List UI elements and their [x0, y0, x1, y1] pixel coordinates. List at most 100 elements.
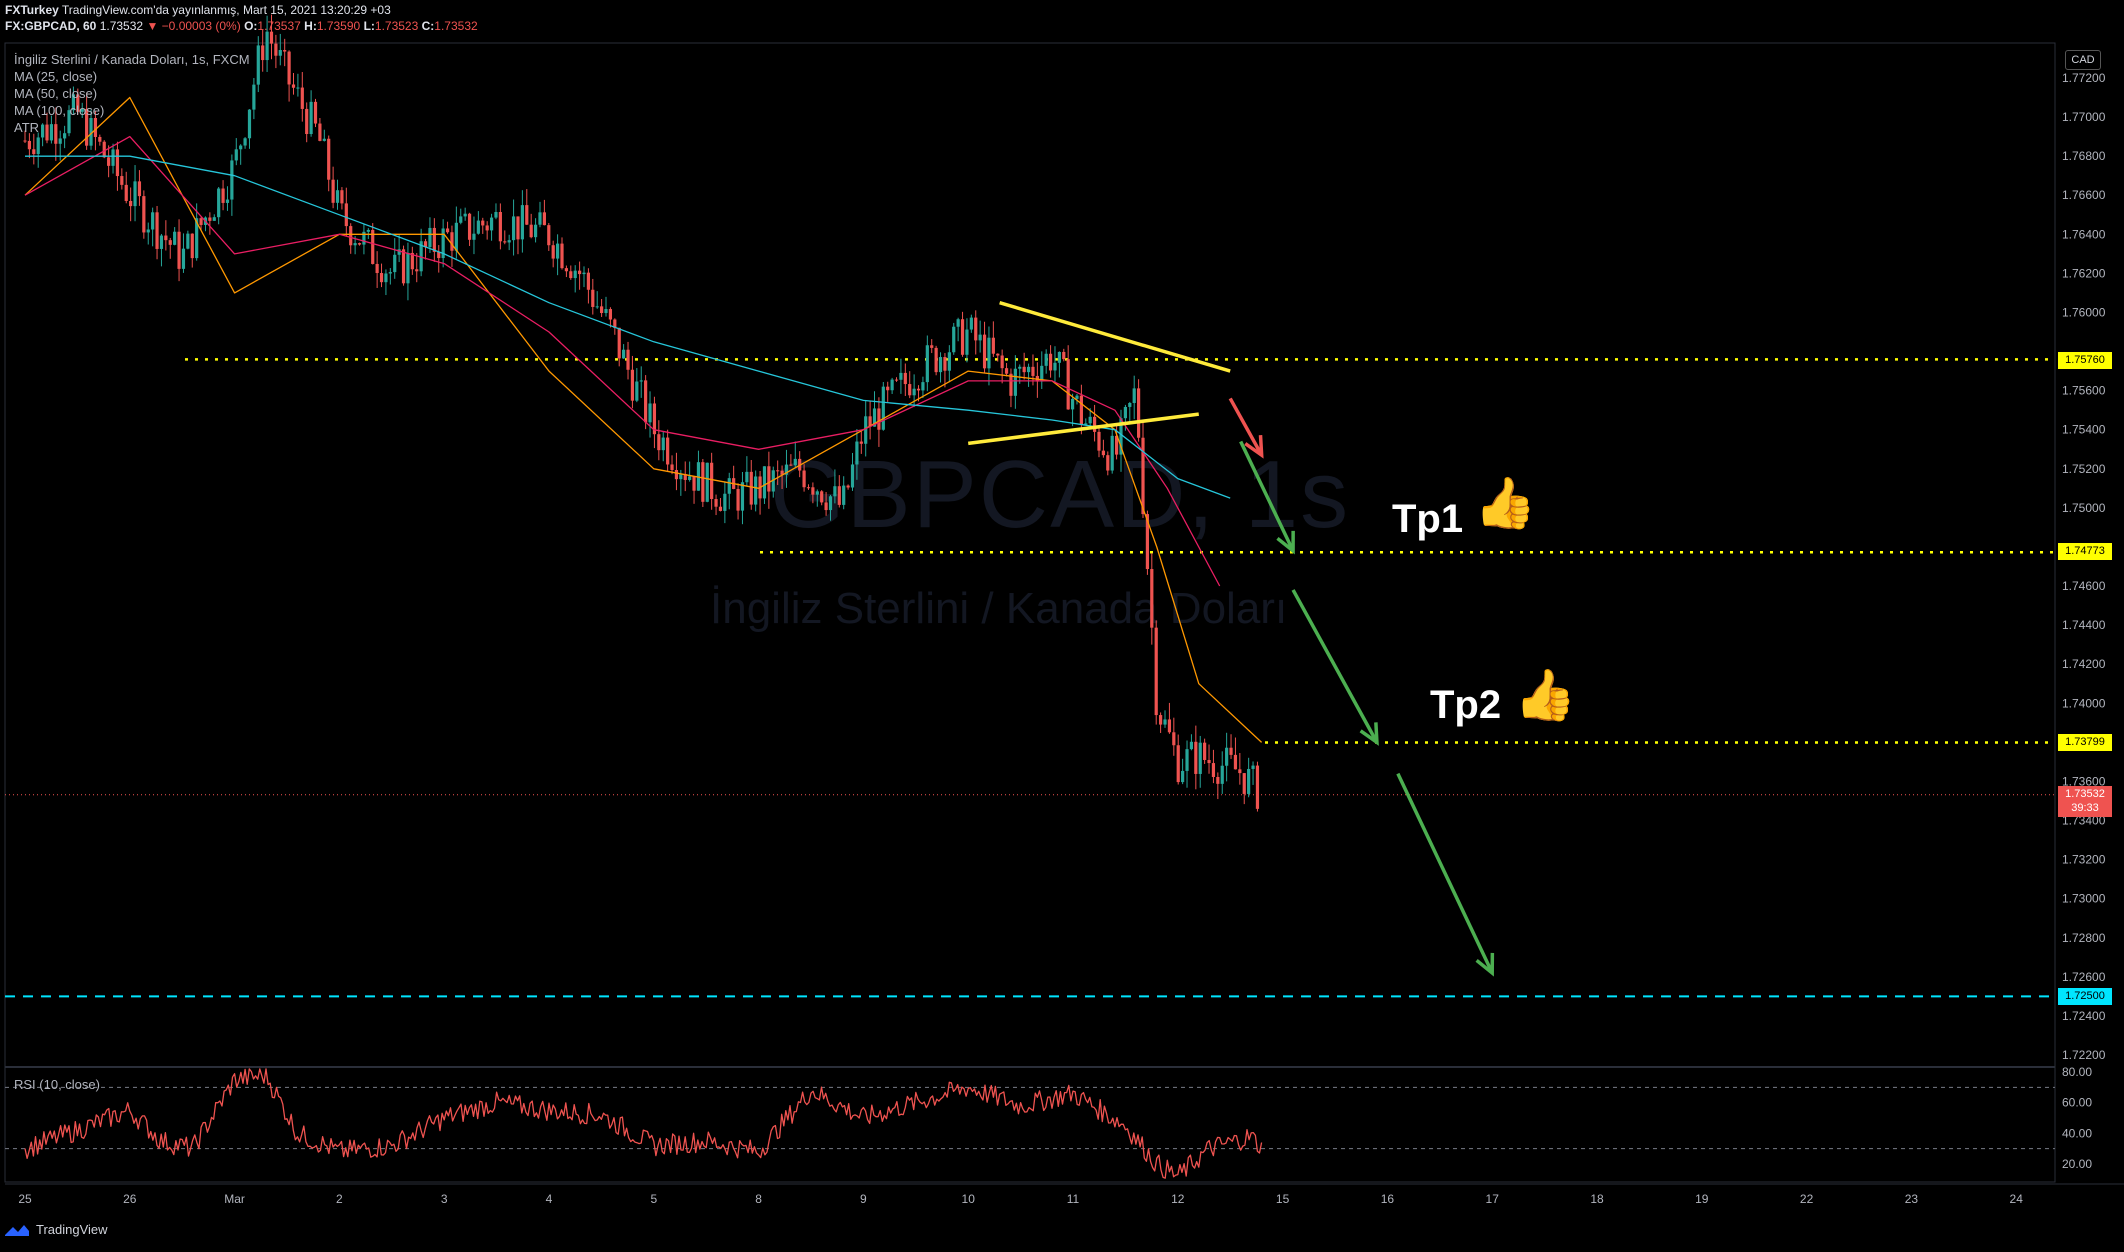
- candle-body: [335, 190, 340, 203]
- candle-body: [723, 493, 727, 511]
- candle-body: [410, 252, 414, 270]
- candle-body: [978, 334, 982, 341]
- candle-body: [749, 471, 753, 505]
- candle-body: [1154, 627, 1158, 716]
- x-tick-label: 11: [1067, 1192, 1080, 1206]
- candle-body: [1048, 353, 1053, 371]
- candle-body: [472, 233, 476, 240]
- x-tick-label: 19: [1695, 1192, 1709, 1206]
- close-label: C:: [421, 19, 435, 33]
- x-tick-label: 25: [18, 1192, 32, 1206]
- candle-body: [80, 108, 84, 112]
- candle-body: [996, 353, 1000, 356]
- candle-body: [423, 241, 428, 248]
- candle-body: [252, 84, 256, 110]
- candle-body: [1150, 569, 1154, 628]
- candle-body: [419, 241, 423, 272]
- candle-body: [283, 50, 287, 52]
- x-tick-label: 2: [336, 1192, 343, 1206]
- chart-header-line2: FX:GBPCAD, 60 1.73532 ▼ −0.00003 (0%) O:…: [5, 19, 478, 34]
- candle-body: [1247, 768, 1251, 794]
- candle-body: [349, 226, 353, 246]
- y-tick-label: 1.76200: [2062, 266, 2106, 280]
- x-tick-label: 15: [1276, 1192, 1290, 1206]
- candle-body: [1092, 416, 1097, 432]
- candle-body: [511, 216, 516, 241]
- candle-body: [503, 241, 507, 243]
- current-price-value: 1.73532: [2065, 788, 2105, 800]
- candle-body: [617, 327, 621, 359]
- candle-body: [578, 270, 582, 275]
- price-change: −0.00003 (0%): [161, 19, 241, 33]
- candle-body: [489, 217, 494, 231]
- low-label: L:: [363, 19, 375, 33]
- candle-body: [974, 317, 978, 341]
- candle-body: [437, 251, 441, 259]
- candle-body: [1009, 373, 1013, 396]
- candle-body: [969, 317, 973, 330]
- candle-body: [168, 240, 172, 245]
- candle-body: [947, 352, 951, 371]
- candle-body: [569, 271, 573, 279]
- y-tick-label: 1.74600: [2062, 579, 2106, 593]
- candle-body: [49, 124, 54, 141]
- candle-body: [828, 496, 833, 511]
- ma50-line: [24, 135, 1221, 587]
- thumbs-up-icon: 👍: [1514, 667, 1577, 723]
- candle-body: [859, 441, 863, 444]
- candle-body: [199, 218, 203, 225]
- candle-body: [164, 235, 168, 241]
- arrow-head: [1244, 435, 1264, 459]
- candle-body: [366, 229, 370, 232]
- candle-body: [1000, 355, 1004, 369]
- candle-body: [903, 372, 907, 385]
- candle-body: [1013, 368, 1017, 396]
- candle-body: [701, 462, 705, 502]
- candle-body: [76, 94, 80, 112]
- level-tag-2: 1.74773: [2058, 543, 2112, 560]
- candle-body: [855, 441, 859, 465]
- x-tick-label: 26: [123, 1192, 137, 1206]
- candle-body: [327, 138, 331, 180]
- ma25-legend: MA (25, close): [14, 69, 98, 84]
- candle-body: [912, 388, 916, 396]
- candle-body: [864, 416, 868, 444]
- candle-body: [507, 240, 511, 243]
- candle-body: [872, 408, 877, 427]
- y-tick-label: 1.74200: [2062, 657, 2106, 671]
- candle-body: [591, 289, 595, 307]
- candle-body: [688, 476, 692, 480]
- arrow-shaft: [1228, 397, 1264, 456]
- target-tag: 1.72500: [2058, 988, 2112, 1005]
- candle-body: [177, 231, 181, 269]
- candle-body: [71, 94, 76, 111]
- candle-body: [595, 306, 599, 308]
- arrow-shaft: [1291, 589, 1379, 744]
- y-tick-label: 1.75200: [2062, 462, 2106, 476]
- candle-body: [151, 212, 155, 230]
- candle-body: [428, 227, 432, 248]
- candle-body: [212, 217, 216, 221]
- candle-body: [1066, 359, 1070, 410]
- ma50-legend: MA (50, close): [14, 86, 98, 101]
- currency-badge[interactable]: CAD: [2065, 50, 2101, 70]
- candle-body: [586, 272, 591, 290]
- candle-body: [1123, 406, 1127, 419]
- candle-body: [1189, 741, 1194, 750]
- candle-body: [362, 231, 366, 245]
- candle-body: [155, 212, 159, 249]
- candle-body: [146, 229, 150, 233]
- candle-body: [666, 437, 670, 465]
- open-value: 1.73537: [257, 19, 301, 33]
- candle-body: [881, 386, 885, 430]
- x-tick-label: 16: [1381, 1192, 1395, 1206]
- candle-body: [265, 31, 269, 61]
- x-tick-label: 24: [2010, 1192, 2024, 1206]
- arrow-head: [1475, 952, 1495, 977]
- x-tick-label: Mar: [224, 1192, 245, 1206]
- y-tick-label: 1.75400: [2062, 423, 2106, 437]
- candle-body: [600, 306, 604, 314]
- candle-body: [1022, 366, 1026, 373]
- tradingview-footer[interactable]: TradingView: [4, 1222, 108, 1237]
